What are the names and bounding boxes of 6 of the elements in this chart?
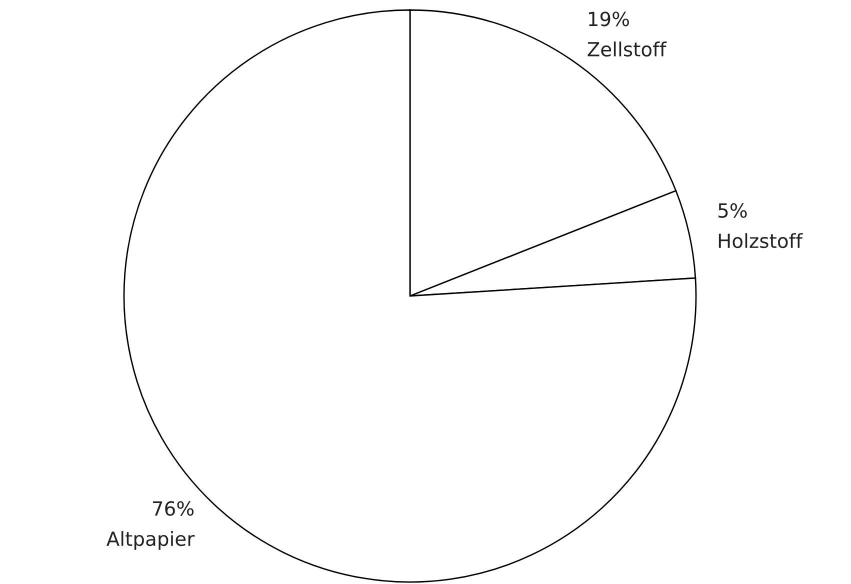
data-label: 19% [588,12,629,26]
slice-label: Holzstoff [718,233,803,248]
slice-label: Altpapier [106,531,195,550]
data-label: 76% [153,501,194,516]
slice-label: Zellstoff [588,42,667,57]
data-label: 5% [718,203,747,218]
